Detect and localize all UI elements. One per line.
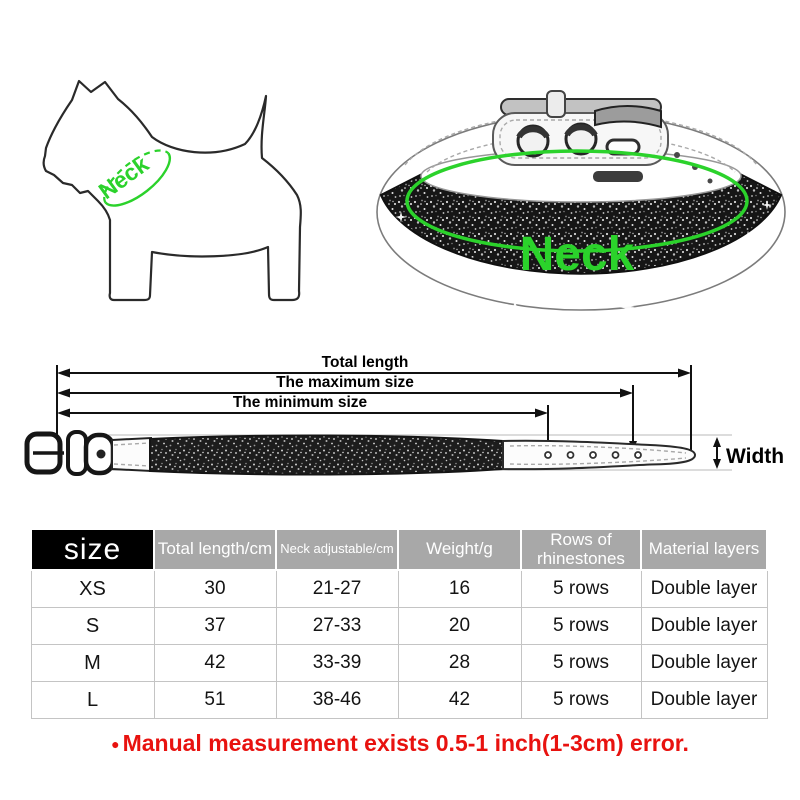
column-header-total-length: Total length/cm [153,528,277,571]
table-cell: 28 [397,644,522,682]
table-cell: 5 rows [520,607,642,645]
table-cell: 5 rows [520,569,642,608]
table-cell: 21-27 [275,569,399,608]
total-length-label: Total length [322,354,409,371]
table-cell: XS [30,569,155,608]
dog-neck-ellipse-back [103,149,170,204]
column-header-weight: Weight/g [397,528,522,571]
maximum-size-dimension: The maximum size [57,374,637,451]
dog-outline [42,79,302,302]
table-cell: S [30,607,155,645]
table-cell: Double layer [640,644,768,682]
stitch-line [404,112,758,166]
flat-keeper [66,430,88,476]
collar-product-image: Neck [376,90,786,317]
column-header-material-layers: Material layers [640,528,768,571]
table-cell: 42 [397,681,522,719]
table-cell: Double layer [640,607,768,645]
table-row: L 51 38-46 42 5 rows Double layer [30,681,768,719]
total-length-dimension: Total length [57,354,692,456]
table-cell: 5 rows [520,681,642,719]
buckle-prong-tab [546,90,566,118]
header-row: size Total length/cm Neck adjustable/cm … [30,528,768,571]
bullet-icon: ● [111,736,120,752]
table-cell: 27-33 [275,607,399,645]
measurement-note-text: Manual measurement exists 0.5-1 inch(1-3… [122,730,689,756]
table-row: XS 30 21-27 16 5 rows Double layer [30,569,768,608]
table-cell: 51 [153,681,277,719]
table-cell: 16 [397,569,522,608]
size-table: size Total length/cm Neck adjustable/cm … [30,528,768,719]
measurement-diagram: Total length The maximum size The minimu… [24,354,784,476]
strap-eyelet-shadow [564,124,598,137]
table-cell: 37 [153,607,277,645]
collar-neck-label: Neck [520,228,635,281]
table-cell: 42 [153,644,277,682]
column-header-neck-adjustable: Neck adjustable/cm [275,528,399,571]
flat-left-stitch [113,442,150,467]
strap-eyelet-shadow [516,126,550,139]
buckle-strap-stitch [499,119,662,159]
column-header-size: size [30,528,155,571]
buckle-metal-loop [594,105,662,129]
width-label: Width [726,445,784,468]
table-cell: 5 rows [520,644,642,682]
flat-right-strap [502,439,697,471]
minimum-size-label: The minimum size [233,394,368,411]
column-header-rows-of-rhinestones: Rows of rhinestones [520,528,642,571]
table-cell: Double layer [640,681,768,719]
collar-neck-ellipse [405,149,749,253]
table-cell: M [30,644,155,682]
table-cell: 30 [153,569,277,608]
measurement-note: ● Manual measurement exists 0.5-1 inch(1-… [0,730,800,757]
maximum-size-label: The maximum size [276,374,414,391]
table-cell: L [30,681,155,719]
table-row: M 42 33-39 28 5 rows Double layer [30,644,768,682]
dog-neck-ellipse-front [104,152,171,207]
dog-outline-diagram: Neck [42,79,302,302]
table-cell: 33-39 [275,644,399,682]
table-cell: 38-46 [275,681,399,719]
strap-hole [707,178,713,184]
strap-hole [674,152,680,158]
table-cell: Double layer [640,569,768,608]
flat-collar-drawing [24,430,697,476]
table-cell: 20 [397,607,522,645]
buckle-lower-bar [593,171,643,182]
flat-rhinestone-band [149,434,504,476]
adjustment-holes [544,451,642,459]
flat-rivet [96,449,106,459]
table-row: S 37 27-33 20 5 rows Double layer [30,607,768,645]
width-dimension: Width [713,437,784,469]
sparkle-glints [395,200,772,317]
